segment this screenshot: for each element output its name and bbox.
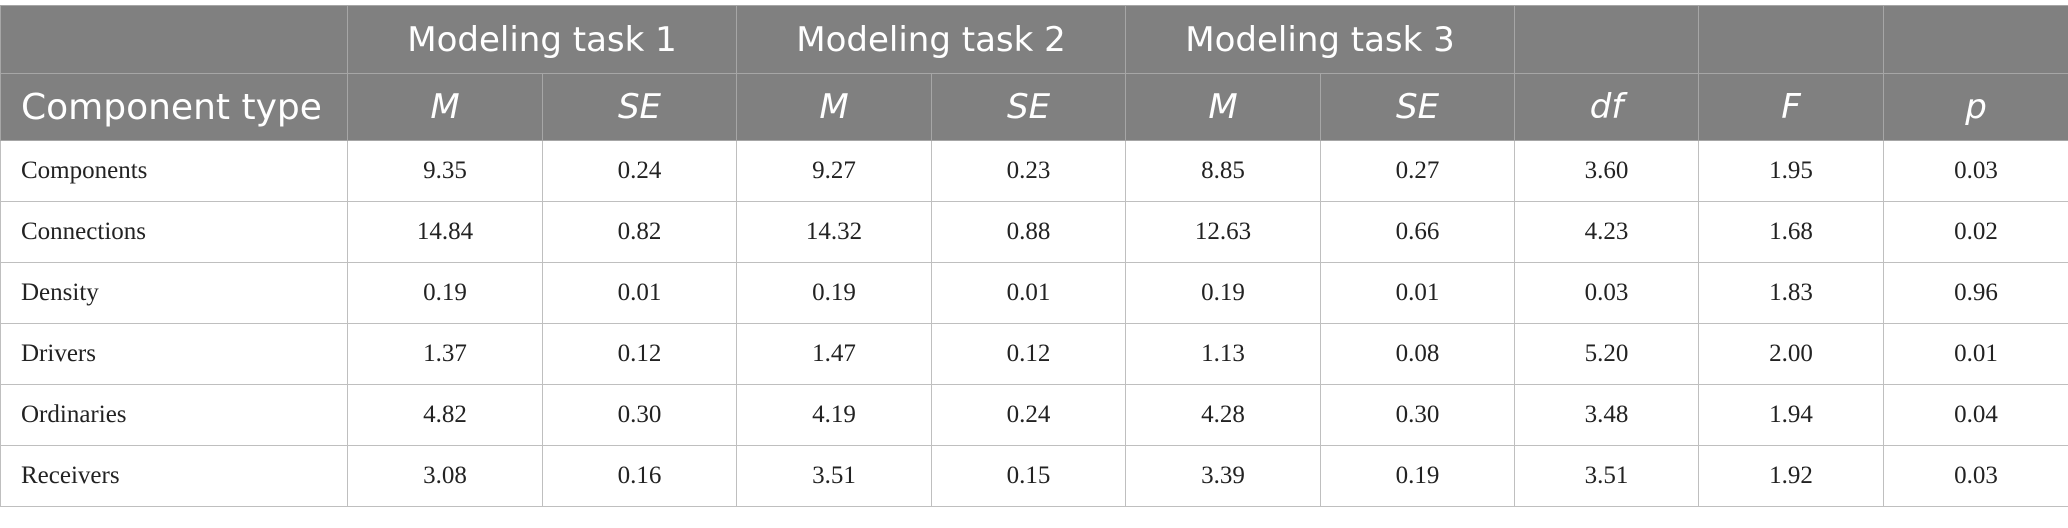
empty-header-cell (0, 5, 348, 74)
table-cell: 0.08 (1320, 323, 1516, 385)
column-header-m-task-1: M (347, 73, 543, 141)
table-cell: 14.84 (347, 201, 543, 263)
table-cell: 0.02 (1883, 201, 2068, 263)
column-header-se-task-2: SE (931, 73, 1127, 141)
row-label: Components (0, 140, 348, 202)
empty-header-cell (1698, 5, 1885, 74)
group-header-row: Modeling task 1 Modeling task 2 Modeling… (0, 5, 2068, 74)
table-cell: 3.51 (736, 445, 933, 507)
row-label: Density (0, 262, 348, 324)
table-cell: 1.37 (347, 323, 543, 385)
table-cell: 1.95 (1698, 140, 1885, 202)
table-cell: 0.96 (1883, 262, 2068, 324)
empty-header-cell (1514, 5, 1700, 74)
empty-header-cell (1883, 5, 2068, 74)
table-cell: 0.03 (1514, 262, 1700, 324)
table-row: Receivers 3.08 0.16 3.51 0.15 3.39 0.19 … (0, 445, 2068, 507)
results-table: Modeling task 1 Modeling task 2 Modeling… (0, 5, 2068, 507)
table-cell: 0.19 (347, 262, 543, 324)
table-header: Modeling task 1 Modeling task 2 Modeling… (0, 5, 2068, 141)
table-cell: 0.04 (1883, 384, 2068, 446)
table-cell: 0.01 (931, 262, 1127, 324)
table-cell: 0.01 (1883, 323, 2068, 385)
table-cell: 3.48 (1514, 384, 1700, 446)
table-cell: 0.12 (931, 323, 1127, 385)
table-cell: 0.82 (541, 201, 738, 263)
table-row: Ordinaries 4.82 0.30 4.19 0.24 4.28 0.30… (0, 384, 2068, 446)
table-row: Components 9.35 0.24 9.27 0.23 8.85 0.27… (0, 140, 2068, 202)
table-cell: 1.13 (1125, 323, 1322, 385)
table-cell: 3.51 (1514, 445, 1700, 507)
table-cell: 0.66 (1320, 201, 1516, 263)
table-cell: 0.24 (931, 384, 1127, 446)
column-header-row: Component type M SE M SE M SE df F p (0, 73, 2068, 141)
row-label: Receivers (0, 445, 348, 507)
group-header-task-2: Modeling task 2 (736, 5, 1127, 74)
column-header-p: p (1883, 73, 2068, 141)
table-cell: 0.23 (931, 140, 1127, 202)
table-cell: 0.03 (1883, 140, 2068, 202)
column-header-f: F (1698, 73, 1885, 141)
table-cell: 1.92 (1698, 445, 1885, 507)
table-cell: 0.19 (736, 262, 933, 324)
table-cell: 0.19 (1320, 445, 1516, 507)
table-body: Components 9.35 0.24 9.27 0.23 8.85 0.27… (0, 140, 2068, 507)
column-header-component-type: Component type (0, 73, 348, 141)
table-cell: 4.28 (1125, 384, 1322, 446)
table-cell: 0.19 (1125, 262, 1322, 324)
table-cell: 0.01 (1320, 262, 1516, 324)
table-row: Drivers 1.37 0.12 1.47 0.12 1.13 0.08 5.… (0, 323, 2068, 385)
column-header-m-task-3: M (1125, 73, 1322, 141)
table-cell: 0.30 (541, 384, 738, 446)
table-cell: 3.60 (1514, 140, 1700, 202)
table-cell: 2.00 (1698, 323, 1885, 385)
table-cell: 9.35 (347, 140, 543, 202)
table-cell: 12.63 (1125, 201, 1322, 263)
table-row: Connections 14.84 0.82 14.32 0.88 12.63 … (0, 201, 2068, 263)
table-cell: 4.19 (736, 384, 933, 446)
table-cell: 0.01 (541, 262, 738, 324)
column-header-se-task-1: SE (541, 73, 738, 141)
group-header-task-3: Modeling task 3 (1125, 5, 1516, 74)
table-row: Density 0.19 0.01 0.19 0.01 0.19 0.01 0.… (0, 262, 2068, 324)
table-cell: 0.27 (1320, 140, 1516, 202)
table-cell: 0.12 (541, 323, 738, 385)
row-label: Ordinaries (0, 384, 348, 446)
table-cell: 0.88 (931, 201, 1127, 263)
row-label: Drivers (0, 323, 348, 385)
table-cell: 0.15 (931, 445, 1127, 507)
table-cell: 3.08 (347, 445, 543, 507)
table-cell: 1.68 (1698, 201, 1885, 263)
column-header-se-task-3: SE (1320, 73, 1516, 141)
group-header-task-1: Modeling task 1 (346, 5, 738, 74)
table-cell: 1.83 (1698, 262, 1885, 324)
table-cell: 5.20 (1514, 323, 1700, 385)
table-cell: 4.82 (347, 384, 543, 446)
results-table-container: Modeling task 1 Modeling task 2 Modeling… (0, 5, 2068, 507)
row-label: Connections (0, 201, 348, 263)
table-cell: 0.16 (541, 445, 738, 507)
column-header-m-task-2: M (736, 73, 933, 141)
table-cell: 14.32 (736, 201, 933, 263)
table-cell: 1.94 (1698, 384, 1885, 446)
table-cell: 3.39 (1125, 445, 1322, 507)
table-cell: 9.27 (736, 140, 933, 202)
column-header-df: df (1514, 73, 1700, 141)
table-cell: 0.24 (541, 140, 738, 202)
table-cell: 0.03 (1883, 445, 2068, 507)
table-cell: 4.23 (1514, 201, 1700, 263)
table-cell: 0.30 (1320, 384, 1516, 446)
table-cell: 1.47 (736, 323, 933, 385)
table-cell: 8.85 (1125, 140, 1322, 202)
